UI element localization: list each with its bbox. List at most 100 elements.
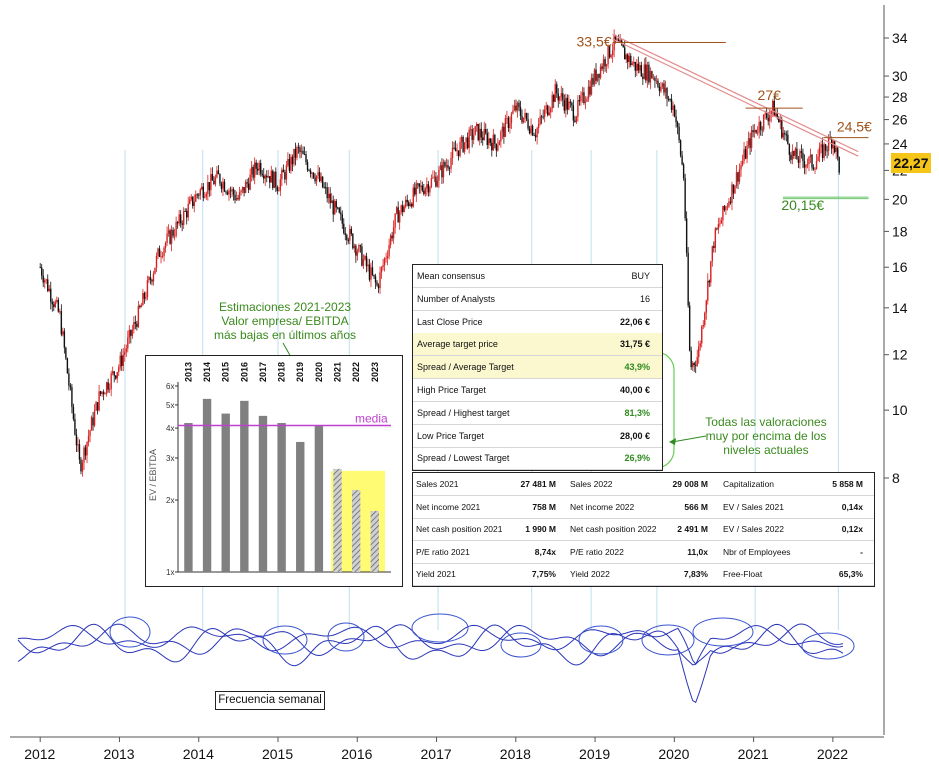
- candle-body: [633, 61, 635, 64]
- candle-body: [752, 130, 754, 133]
- financial-value: 27 481 M: [520, 479, 556, 489]
- candle-body: [420, 185, 422, 187]
- candle-body: [261, 173, 263, 176]
- candle-body: [590, 78, 593, 95]
- candle-body: [131, 329, 134, 336]
- financial-label: Free-Float: [723, 569, 763, 580]
- candle-body: [714, 228, 717, 248]
- candle-body: [193, 201, 195, 206]
- candle-body: [418, 183, 421, 187]
- candle-body: [553, 95, 555, 102]
- candle-body: [198, 194, 200, 196]
- candle-body: [297, 147, 300, 148]
- candle-body: [56, 299, 58, 302]
- candle-body: [652, 77, 655, 79]
- ev-y-axis-label: EV / EBITDA: [148, 449, 158, 501]
- candle-body: [448, 168, 451, 170]
- candle-body: [536, 128, 538, 138]
- candle-body: [522, 117, 525, 123]
- ev-category-label: 2021: [333, 362, 343, 382]
- candle-body: [569, 101, 572, 103]
- candle-body: [68, 373, 70, 386]
- candle-body: [456, 150, 458, 152]
- consensus-label: Last Close Price: [417, 316, 483, 327]
- candle-body: [115, 375, 117, 379]
- candle-body: [765, 113, 768, 118]
- candle-body: [738, 169, 741, 182]
- candle-body: [281, 169, 283, 180]
- candle-body: [247, 183, 250, 190]
- candle-body: [272, 170, 274, 188]
- candle-body: [779, 119, 781, 123]
- candle-body: [124, 351, 126, 355]
- x-tick-label: 2014: [183, 746, 214, 762]
- candle-body: [397, 207, 399, 223]
- candle-body: [356, 251, 359, 256]
- candle-body: [146, 280, 149, 298]
- candle-body: [501, 126, 504, 132]
- candle-body: [424, 188, 427, 195]
- oscillator-highlight-circle: [692, 617, 754, 647]
- candle-body: [454, 147, 457, 152]
- candle-body: [196, 194, 198, 196]
- ev-category-label: 2022: [351, 362, 361, 382]
- ev-bar: [258, 415, 268, 572]
- candle-body: [108, 389, 111, 390]
- candle-body: [731, 184, 733, 203]
- candle-body: [69, 385, 72, 388]
- candle-body: [474, 126, 476, 136]
- candle-body: [471, 129, 473, 140]
- candle-body: [105, 382, 108, 394]
- candle-body: [87, 436, 90, 442]
- x-tick-label: 2021: [738, 746, 769, 762]
- candle-body: [71, 387, 73, 407]
- candle-body: [690, 350, 692, 368]
- candle-body: [516, 102, 519, 111]
- candle-body: [463, 142, 466, 152]
- consensus-label: Number of Analysts: [417, 293, 496, 304]
- candle-body: [711, 246, 714, 262]
- financial-value: 5 858 M: [832, 479, 863, 489]
- candle-body: [608, 45, 611, 58]
- candle-body: [228, 190, 230, 195]
- oscillator-highlight-circle: [411, 613, 469, 643]
- candle-body: [675, 116, 677, 123]
- candle-body: [59, 311, 61, 313]
- candle-body: [725, 206, 727, 211]
- candle-body: [222, 181, 224, 189]
- consensus-row: Last Close Price 22,06 €: [413, 311, 662, 334]
- candle-body: [48, 288, 50, 291]
- x-tick-label: 2019: [579, 746, 610, 762]
- ev-ebitda-panel: 1x 2x 3x 4x 5x 6x EV / EBITDA 2013 2014 2015 2016 2…: [145, 355, 403, 587]
- candle-body: [821, 144, 824, 158]
- candle-body: [321, 176, 324, 188]
- candle-body: [636, 63, 638, 71]
- candle-body: [566, 97, 569, 110]
- candle-body: [335, 201, 337, 208]
- candle-body: [95, 402, 97, 411]
- candle-body: [584, 101, 587, 103]
- candle-body: [89, 430, 91, 437]
- candle-body: [528, 128, 531, 134]
- ev-bar: [333, 468, 342, 572]
- candle-body: [296, 147, 298, 158]
- candle-body: [320, 176, 322, 182]
- candle-body: [417, 183, 419, 185]
- financial-row: Sales 2021 27 481 M Sales 2022 29 008 M Capi…: [413, 473, 874, 496]
- candle-body: [368, 264, 371, 280]
- candle-body: [216, 170, 218, 178]
- candle-body: [817, 156, 819, 162]
- candle-body: [773, 100, 775, 117]
- candle-body: [386, 256, 389, 259]
- x-tick-label: 2022: [817, 746, 848, 762]
- financial-label: Nbr of Employees: [723, 546, 791, 557]
- candle-body: [761, 129, 763, 131]
- candle-body: [275, 171, 277, 188]
- arrow-head: [669, 438, 676, 445]
- consensus-row: Spread / Lowest Target 26,9%: [413, 447, 662, 471]
- candle-body: [358, 245, 360, 252]
- candle-body: [204, 196, 206, 198]
- candle-body: [611, 50, 614, 56]
- candle-body: [512, 110, 514, 114]
- candle-body: [367, 264, 369, 267]
